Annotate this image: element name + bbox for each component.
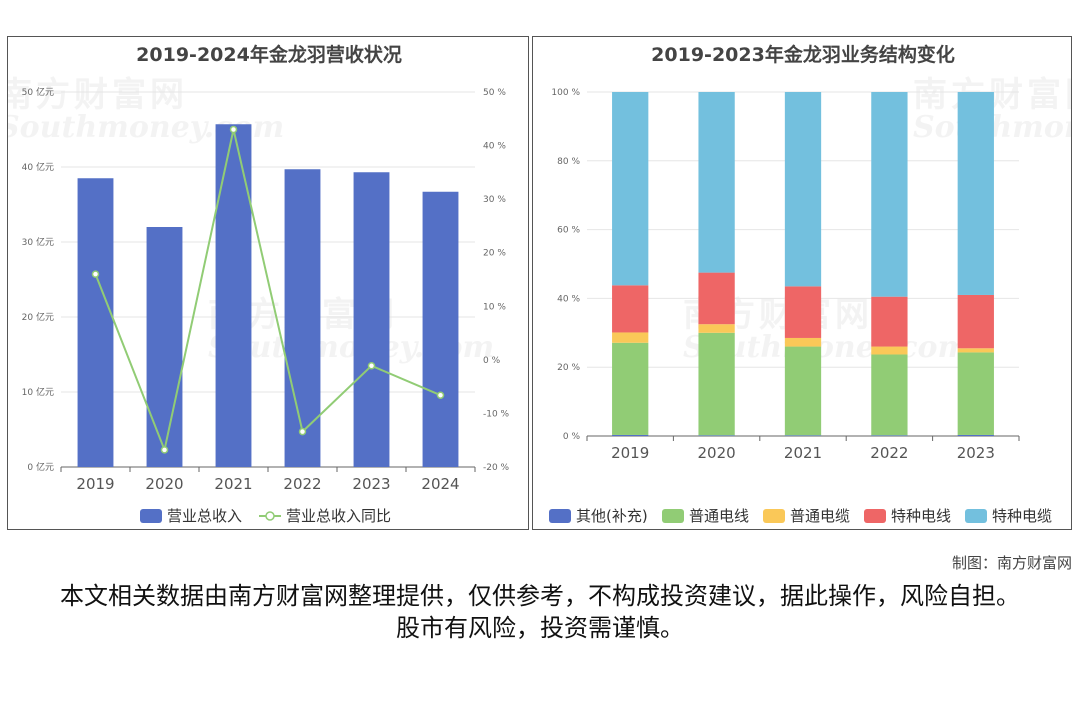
legend-label-revenue: 营业总收入 <box>167 507 242 525</box>
y-tick-label: 10 亿元 <box>22 386 54 398</box>
stack-segment <box>612 332 649 343</box>
stack-segment <box>871 435 908 436</box>
y2-tick-label: 20 % <box>483 249 506 259</box>
revenue-bar <box>284 169 321 467</box>
yoy-point <box>298 427 307 436</box>
x-tick-label: 2023 <box>352 475 390 493</box>
y-tick-label: 80 % <box>557 157 580 167</box>
yoy-point <box>160 446 169 454</box>
revenue-bar <box>353 172 390 467</box>
y-tick-label: 0 % <box>563 432 581 442</box>
chart-title: 2019-2023年金龙羽业务结构变化 <box>651 43 955 66</box>
legend-swatch-revenue <box>140 509 162 523</box>
y-tick-label: 40 亿元 <box>22 161 54 173</box>
x-tick-label: 2020 <box>145 475 183 493</box>
legend-marker-yoy <box>265 511 275 521</box>
y-tick-label: 100 % <box>551 88 580 98</box>
y2-tick-label: -10 % <box>483 409 510 419</box>
x-tick-label: 2022 <box>283 475 321 493</box>
yoy-point <box>367 362 376 370</box>
legend-label: 特种电缆 <box>992 507 1052 525</box>
x-tick-label: 2024 <box>421 475 459 493</box>
legend-label: 普通电缆 <box>790 507 850 525</box>
x-tick-label: 2022 <box>870 444 908 462</box>
y-tick-label: 20 亿元 <box>22 311 54 323</box>
revenue-chart: 2019-2024年金龙羽营收状况 0 亿元 10 亿元 20 亿元 30 亿元 40 亿… <box>22 43 510 525</box>
revenue-bar <box>146 227 183 467</box>
chart-credit: 制图：南方财富网 <box>951 554 1072 572</box>
chart-title: 2019-2024年金龙羽营收状况 <box>136 43 402 66</box>
stack-segment <box>957 434 994 436</box>
y-tick-label: 60 % <box>557 226 580 236</box>
stack-segment <box>784 337 822 347</box>
revenue-bar <box>422 191 459 467</box>
legend-label: 其他(补充) <box>576 507 648 525</box>
x-tick-label: 2021 <box>214 475 252 493</box>
stack-segment <box>612 434 649 436</box>
x-tick-label: 2019 <box>611 444 649 462</box>
y2-tick-label: 50 % <box>483 88 506 98</box>
stack-segment <box>957 294 994 349</box>
y2-tick-label: 0 % <box>483 356 501 366</box>
x-tick-label: 2020 <box>698 444 736 462</box>
x-tick-label: 2019 <box>76 475 114 493</box>
stack-segment <box>612 285 649 333</box>
y2-tick-label: 40 % <box>483 142 506 152</box>
legend-swatch <box>662 509 684 523</box>
legend-swatch <box>965 509 987 523</box>
stack-segment <box>612 342 649 435</box>
yoy-point <box>229 125 238 134</box>
stack-segment <box>698 332 735 436</box>
y2-tick-label: -20 % <box>483 463 510 473</box>
stack-segment <box>698 272 735 325</box>
x-tick-label: 2023 <box>957 444 995 462</box>
legend-swatch <box>763 509 785 523</box>
stack-segment <box>698 435 735 436</box>
stack-segment <box>871 354 908 436</box>
stack-segment <box>871 346 908 355</box>
stack-segment <box>871 92 908 297</box>
y2-tick-label: 10 % <box>483 302 506 312</box>
stack-segment <box>784 435 822 436</box>
stack-segment <box>957 352 994 435</box>
legend-label: 特种电线 <box>891 507 951 525</box>
legend-label: 普通电线 <box>689 507 749 525</box>
stack-segment <box>698 92 735 273</box>
disclaimer-text: 本文相关数据由南方财富网整理提供，仅供参考，不构成投资建议，据此操作，风险自担。… <box>60 582 1020 642</box>
stack-segment <box>612 92 649 286</box>
yoy-point <box>436 391 445 399</box>
revenue-bar <box>77 178 114 467</box>
stack-segment <box>784 286 822 338</box>
yoy-point <box>91 270 100 278</box>
revenue-bar <box>215 124 252 467</box>
legend-swatch <box>549 509 571 523</box>
legend-swatch <box>864 509 886 523</box>
y-tick-label: 20 % <box>557 363 580 373</box>
legend-label-yoy: 营业总收入同比 <box>286 507 391 525</box>
stack-segment <box>871 296 908 347</box>
stack-segment <box>784 346 822 436</box>
yoy-line <box>94 129 441 454</box>
stack-segment <box>957 92 994 295</box>
y-tick-label: 30 亿元 <box>22 236 54 248</box>
x-tick-label: 2021 <box>784 444 822 462</box>
y-tick-label: 50 亿元 <box>22 86 54 98</box>
stack-segment <box>784 92 822 287</box>
y2-tick-label: 30 % <box>483 195 506 205</box>
stack-segment <box>957 348 994 353</box>
stack-segment <box>698 324 735 333</box>
y-tick-label: 40 % <box>557 294 580 304</box>
y-tick-label: 0 亿元 <box>27 461 54 473</box>
structure-chart: 2019-2023年金龙羽业务结构变化 0 % 20 % 40 % 60 % 80 % 10… <box>549 43 1052 525</box>
